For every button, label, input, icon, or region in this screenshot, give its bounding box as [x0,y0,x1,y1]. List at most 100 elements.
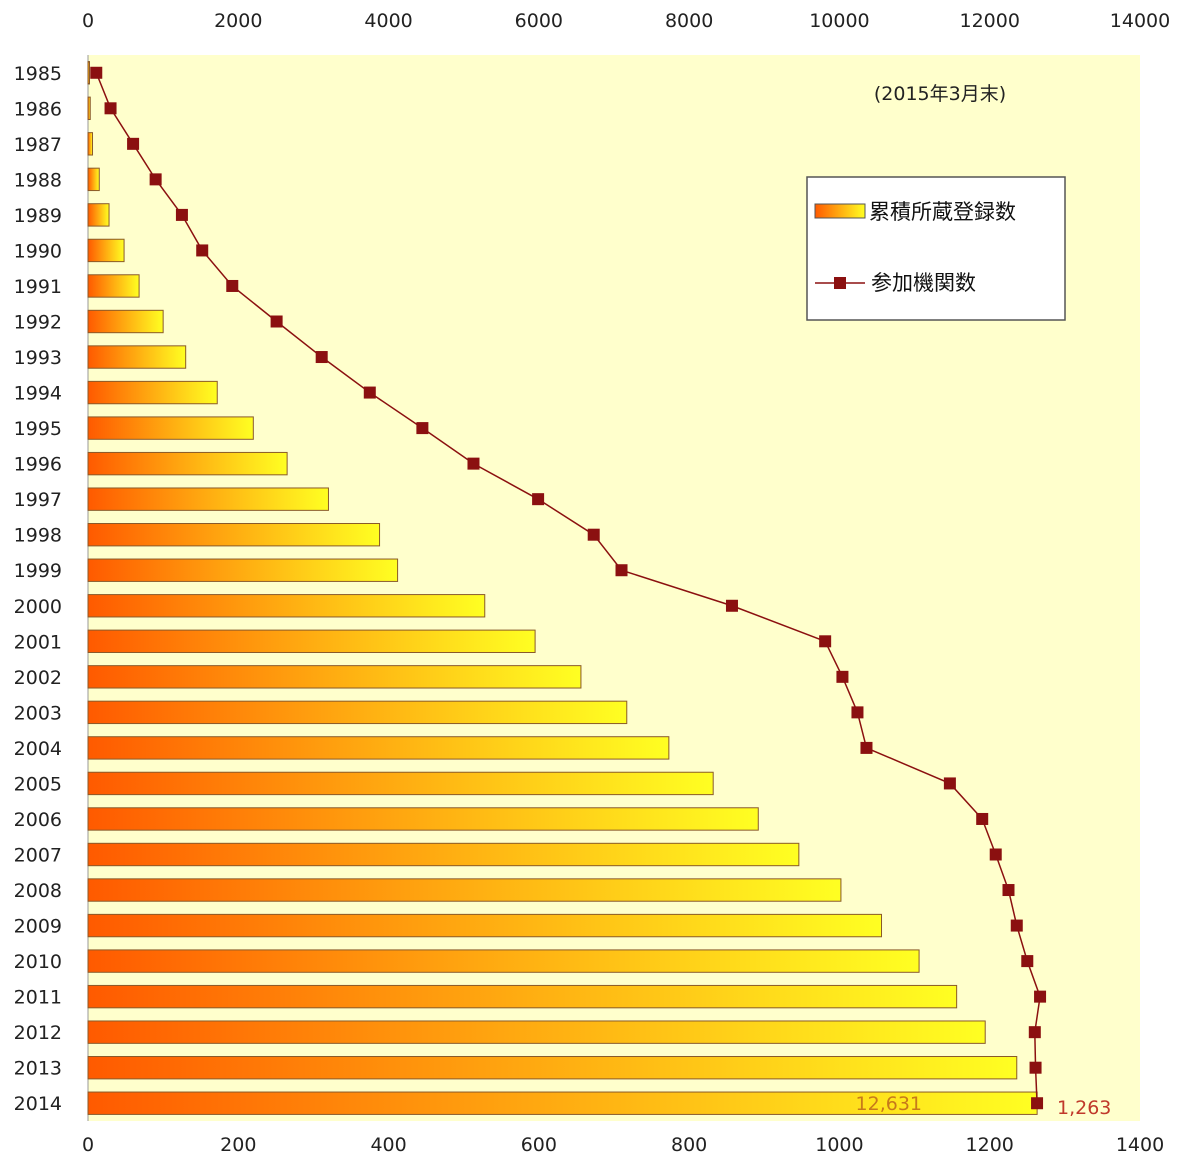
category-label: 2005 [14,773,62,795]
line-marker [149,173,162,186]
category-label: 1990 [14,240,62,262]
bar [87,594,486,618]
top-tick-label: 10000 [809,10,869,32]
category-axis: 1985 1986 1987 1988 1989 1990 1991 1992 1993 1994… [14,63,62,1115]
category-label: 1988 [14,169,62,191]
bottom-tick-label: 0 [82,1134,94,1156]
bar [87,523,381,547]
category-label: 1995 [14,418,62,440]
bar [87,380,218,405]
bar [87,984,958,1009]
category-label: 2007 [14,845,62,867]
legend-line-label: 参加機関数 [871,271,976,295]
line-value-label: 1,263 [1057,1097,1111,1119]
top-tick-label: 6000 [515,10,563,32]
line-marker [1002,884,1015,897]
category-label: 1997 [14,489,62,511]
category-label: 2004 [14,738,62,760]
line-marker [819,635,832,648]
line-marker [1010,919,1023,932]
legend-bar-swatch [814,203,866,219]
date-annotation: (2015年3月末) [874,83,1006,105]
line-marker [270,315,283,328]
line-marker [1028,1026,1041,1039]
data-labels: 12,631 1,263 [856,1093,1112,1119]
legend-box [806,176,1066,321]
line-marker [836,670,849,683]
top-tick-label: 8000 [665,10,713,32]
line-marker [1021,955,1034,968]
line-marker [363,386,376,399]
top-tick-label: 4000 [364,10,412,32]
bar [87,736,670,760]
line-marker [315,351,328,364]
category-label: 1999 [14,560,62,582]
bottom-tick-label: 1000 [815,1134,863,1156]
line-marker [860,741,873,754]
line-marker [587,528,600,541]
category-label: 1992 [14,312,62,334]
bar [87,345,187,369]
bar [87,487,329,511]
bar [87,61,90,85]
bar [87,416,254,440]
line-marker [1034,990,1047,1003]
category-label: 2003 [14,702,62,724]
line-marker [416,422,429,435]
category-label: 1993 [14,347,62,369]
bar [87,274,140,298]
bar [87,1056,1018,1080]
category-label: 1987 [14,134,62,156]
line-marker [725,599,738,612]
line-marker [532,493,545,506]
category-label: 2008 [14,880,62,902]
category-label: 1998 [14,525,62,547]
legend: 累積所蔵登録数 参加機関数 [806,176,1066,321]
category-label: 1996 [14,454,62,476]
bottom-tick-label: 800 [671,1134,707,1156]
bar-value-label: 12,631 [856,1093,922,1115]
bar [87,96,91,120]
category-label: 2006 [14,809,62,831]
bar [87,451,288,476]
category-label: 1986 [14,98,62,120]
bar [87,700,628,725]
category-label: 2014 [14,1093,62,1115]
category-label: 2009 [14,916,62,938]
line-marker [1031,1097,1044,1110]
bottom-axis: 0 200 400 600 800 1000 1200 1400 [82,1134,1164,1156]
bar [87,949,920,973]
bar [87,842,800,867]
line-series [90,66,1047,1110]
line-marker [851,706,864,719]
legend-bar-label: 累積所蔵登録数 [869,200,1016,224]
bottom-tick-label: 400 [370,1134,406,1156]
category-label: 2001 [14,631,62,653]
category-label: 2013 [14,1058,62,1080]
bottom-tick-label: 600 [521,1134,557,1156]
line-marker [226,279,239,292]
bar [87,132,94,156]
bar [87,238,125,263]
top-tick-label: 2000 [214,10,262,32]
category-label: 1994 [14,383,62,405]
line-marker [127,137,140,150]
bar [87,913,883,938]
bar [87,309,164,334]
line-marker [196,244,209,257]
category-label: 1989 [14,205,62,227]
line-marker [1029,1061,1042,1074]
bar-series [87,61,1038,1115]
bottom-tick-label: 200 [220,1134,256,1156]
top-tick-label: 14000 [1110,10,1170,32]
bar [87,1020,986,1044]
category-label: 1991 [14,276,62,298]
bottom-tick-label: 1400 [1116,1134,1164,1156]
category-label: 2000 [14,596,62,618]
bar [87,665,582,689]
line-marker [90,66,103,79]
bar [87,167,100,192]
line-marker [104,102,117,115]
top-tick-label: 0 [82,10,94,32]
